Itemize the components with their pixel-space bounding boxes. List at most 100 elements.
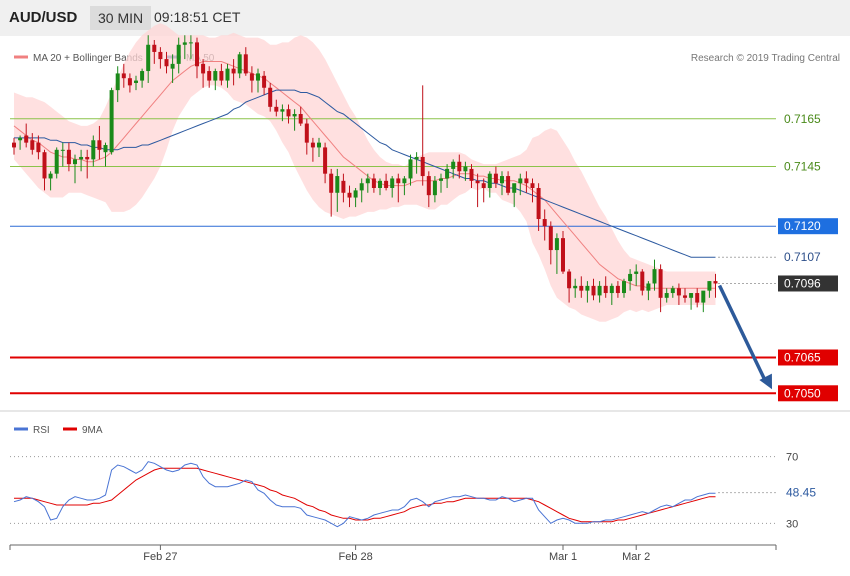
candle-body — [329, 173, 334, 193]
candle-body — [12, 142, 16, 148]
candle-body — [73, 159, 77, 165]
timeframe-button[interactable]: 30 MIN — [90, 6, 152, 30]
x-axis-label: Feb 28 — [338, 551, 372, 563]
candle-body — [646, 283, 651, 291]
candle-body — [481, 183, 486, 188]
candle-body — [341, 180, 346, 193]
candle-body — [292, 114, 297, 117]
candle-body — [274, 106, 279, 112]
candle-body — [30, 140, 35, 150]
candle-body — [317, 142, 321, 148]
level-label-0-7120: 0.7120 — [778, 218, 838, 235]
candle-body — [152, 44, 157, 52]
candle-body — [256, 73, 260, 81]
clock-label: 09:18:51 CET — [154, 9, 241, 25]
candle-body — [140, 71, 145, 81]
candle-body — [493, 173, 498, 184]
candle-body — [127, 78, 132, 86]
candle-body — [60, 149, 65, 151]
candle-body — [658, 269, 663, 298]
forecast-arrowhead — [759, 373, 772, 390]
level-label-0-7165: 0.7165 — [784, 112, 821, 126]
candle-body — [91, 140, 96, 160]
candle-body — [695, 293, 700, 303]
candle-body — [542, 219, 547, 227]
level-label-0-7145: 0.7145 — [784, 160, 821, 174]
candle-body — [286, 109, 291, 117]
candle-body — [524, 178, 529, 184]
candle-body — [530, 183, 535, 188]
x-axis-label: Feb 27 — [143, 551, 177, 563]
level-label-0-7065-text: 0.7065 — [784, 350, 821, 364]
header-bar: AUD/USD 30 MIN 09:18:51 CET — [0, 0, 850, 36]
candle-body — [237, 54, 242, 74]
candle-body — [384, 180, 389, 188]
candle-body — [445, 168, 450, 179]
rsi-value-label: 48.45 — [786, 486, 816, 500]
candle-body — [670, 288, 675, 294]
candle-body — [353, 190, 358, 198]
candle-body — [469, 168, 474, 181]
candle-body — [378, 180, 382, 188]
level-label-0-7120-text: 0.7120 — [784, 219, 821, 233]
candle-body — [121, 73, 126, 79]
candle-body — [201, 63, 206, 74]
rsi-ma-line — [14, 467, 716, 523]
candle-body — [36, 142, 41, 153]
candle-body — [426, 176, 431, 196]
candle-body — [591, 285, 596, 296]
candle-body — [676, 288, 681, 296]
candle-body — [134, 80, 138, 83]
candle-body — [109, 90, 114, 153]
symbol-label: AUD/USD — [9, 9, 78, 26]
ma50-value-label: 0.7107 — [784, 250, 821, 264]
level-label-0-7120-bg — [778, 218, 838, 235]
level-label-0-7050-bg — [778, 385, 838, 402]
candle-body — [359, 183, 364, 191]
candle-body — [573, 285, 578, 289]
candle-body — [335, 176, 340, 193]
candle-body — [280, 109, 285, 112]
candle-body — [475, 180, 480, 184]
bollinger-band — [14, 23, 716, 322]
candle-body — [164, 59, 169, 67]
candle-body — [298, 114, 303, 124]
candle-body — [146, 44, 151, 72]
candle-body — [707, 281, 712, 291]
candle-body — [243, 54, 248, 74]
candle-body — [158, 51, 163, 60]
candle-body — [48, 173, 53, 179]
candle-body — [182, 42, 187, 45]
candle-body — [701, 290, 706, 303]
level-label-0-7065-bg — [778, 349, 838, 366]
candle-body — [628, 273, 633, 282]
candle-body — [225, 68, 230, 81]
candle-body — [176, 44, 181, 64]
candle-body — [439, 178, 443, 181]
candle-body — [115, 73, 120, 91]
candle-body — [414, 156, 419, 160]
legend-rsi-label: RSI — [33, 425, 50, 436]
candle-body — [24, 135, 29, 143]
candle-body — [713, 281, 718, 284]
candle-body — [42, 152, 47, 179]
candle-body — [579, 285, 584, 291]
candle-body — [457, 161, 462, 172]
candle-body — [365, 178, 370, 184]
level-label-0-7165-text: 0.7165 — [784, 112, 821, 126]
candle-body — [396, 178, 401, 184]
candle-body — [262, 75, 267, 88]
candle-body — [170, 63, 175, 69]
candle-body — [103, 145, 108, 153]
candle-body — [689, 293, 694, 298]
candle-body — [597, 285, 602, 296]
x-axis-label: Mar 1 — [549, 551, 577, 563]
candle-body — [567, 271, 572, 289]
candle-body — [500, 176, 504, 184]
level-label-0-7050-text: 0.7050 — [784, 386, 821, 400]
candle-body — [66, 149, 71, 165]
level-label-0-7050: 0.7050 — [778, 385, 838, 402]
candle-body — [188, 42, 193, 44]
candle-body — [603, 285, 608, 294]
